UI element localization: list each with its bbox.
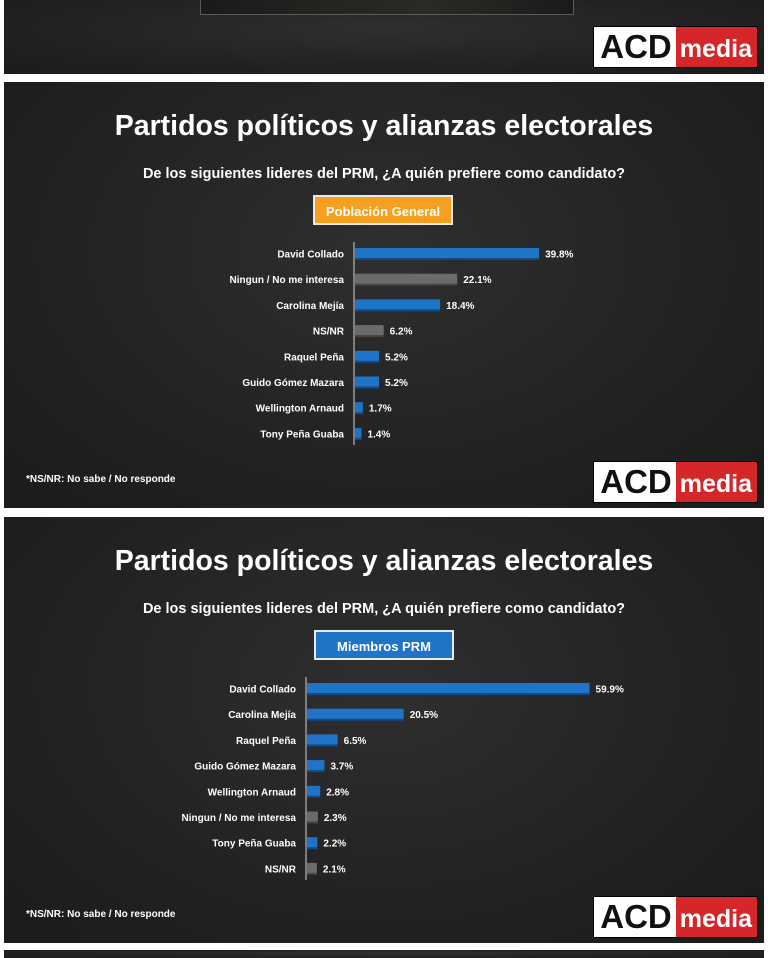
slide-bottom-partial (4, 950, 764, 958)
value-label: 2.3% (324, 813, 347, 824)
bar-shadow (355, 334, 384, 338)
bar-shadow (355, 359, 380, 363)
category-label: David Collado (229, 685, 296, 696)
value-label: 6.5% (344, 736, 367, 747)
segment-badge: Población General (313, 195, 453, 225)
logo-acd-text: ACD (594, 27, 676, 67)
acd-media-logo: ACD media (594, 462, 757, 502)
value-label: 59.9% (596, 685, 624, 696)
bar (355, 376, 380, 387)
bar (307, 708, 404, 719)
value-label: 3.7% (330, 762, 353, 773)
logo-acd-text: ACD (594, 897, 676, 937)
value-label: 20.5% (410, 710, 438, 721)
bar (307, 811, 318, 822)
bar (307, 734, 338, 745)
bar (307, 862, 317, 873)
bar-shadow (307, 717, 404, 721)
bar (355, 402, 363, 413)
footnote: *NS/NR: No sabe / No responde (26, 474, 176, 485)
category-label: NS/NR (265, 864, 297, 875)
bar (355, 350, 380, 361)
bar (355, 325, 384, 336)
category-label: Raquel Peña (284, 352, 344, 363)
bar (307, 683, 590, 693)
logo-media-text: media (675, 462, 757, 502)
value-label: 5.2% (385, 352, 408, 363)
acd-media-logo: ACD media (594, 897, 757, 937)
bar (355, 273, 458, 284)
value-label: 18.4% (446, 301, 474, 312)
value-label: 2.2% (323, 839, 346, 850)
value-label: 22.1% (463, 275, 491, 286)
bar (355, 427, 362, 438)
category-label: Ningun / No me interesa (182, 813, 297, 824)
bar (355, 299, 441, 310)
category-label: Carolina Mejía (276, 301, 344, 312)
category-label: Tony Peña Guaba (260, 429, 344, 440)
value-label: 2.1% (323, 864, 346, 875)
bar-shadow (307, 743, 338, 747)
slide-poblacion-general: Partidos políticos y alianzas electorale… (4, 82, 764, 508)
logo-acd-text: ACD (594, 462, 676, 502)
category-label: Raquel Peña (236, 736, 296, 747)
bar-shadow (307, 769, 325, 773)
bar-shadow (355, 257, 540, 260)
bar-shadow (355, 282, 458, 286)
category-label: Guido Gómez Mazara (194, 762, 296, 773)
bar-shadow (355, 308, 441, 312)
bar (307, 760, 325, 771)
value-label: 1.4% (367, 429, 390, 440)
category-label: Wellington Arnaud (256, 404, 344, 415)
bar-shadow (355, 411, 363, 415)
logo-media-text: media (675, 27, 757, 67)
slide-subtitle: De los siguientes lideres del PRM, ¿A qu… (142, 601, 626, 617)
segment-badge: Miembros PRM (314, 630, 454, 660)
category-label: NS/NR (313, 327, 345, 338)
category-label: Tony Peña Guaba (212, 839, 296, 850)
slide-miembros-prm: Partidos políticos y alianzas electorale… (4, 517, 764, 943)
value-label: 39.8% (545, 250, 573, 261)
logo-media-text: media (675, 897, 757, 937)
value-label: 5.2% (385, 378, 408, 389)
category-label: David Collado (277, 250, 344, 261)
value-label: 6.2% (390, 327, 413, 338)
bar (307, 785, 321, 796)
category-label: Guido Gómez Mazara (242, 378, 344, 389)
bar-shadow (355, 436, 362, 440)
bar-shadow (307, 794, 321, 798)
bar-shadow (355, 385, 380, 389)
video-frame (200, 0, 574, 15)
bar-shadow (307, 692, 590, 695)
bar-shadow (307, 871, 317, 875)
bar-chart-miembros-prm: David Collado 59.9% Carolina Mejía 20.5% Raq… (182, 677, 624, 880)
acd-media-logo: ACD media (594, 27, 757, 67)
bar-shadow (307, 820, 318, 824)
slide-title: Partidos políticos y alianzas electorale… (114, 110, 654, 142)
bar (307, 837, 318, 848)
bar-shadow (307, 846, 318, 850)
footnote: *NS/NR: No sabe / No responde (26, 909, 176, 920)
slide-top-partial: ACD media (4, 0, 764, 74)
category-label: Carolina Mejía (228, 710, 296, 721)
bar-chart-poblacion-general: David Collado 39.8% Ningun / No me interes… (230, 242, 574, 445)
category-label: Ningun / No me interesa (230, 275, 345, 286)
value-label: 2.8% (326, 787, 349, 798)
value-label: 1.7% (369, 404, 392, 415)
category-label: Wellington Arnaud (208, 787, 296, 798)
slide-subtitle: De los siguientes lideres del PRM, ¿A qu… (142, 166, 626, 182)
slide-title: Partidos políticos y alianzas electorale… (114, 545, 654, 577)
bar (355, 248, 540, 258)
